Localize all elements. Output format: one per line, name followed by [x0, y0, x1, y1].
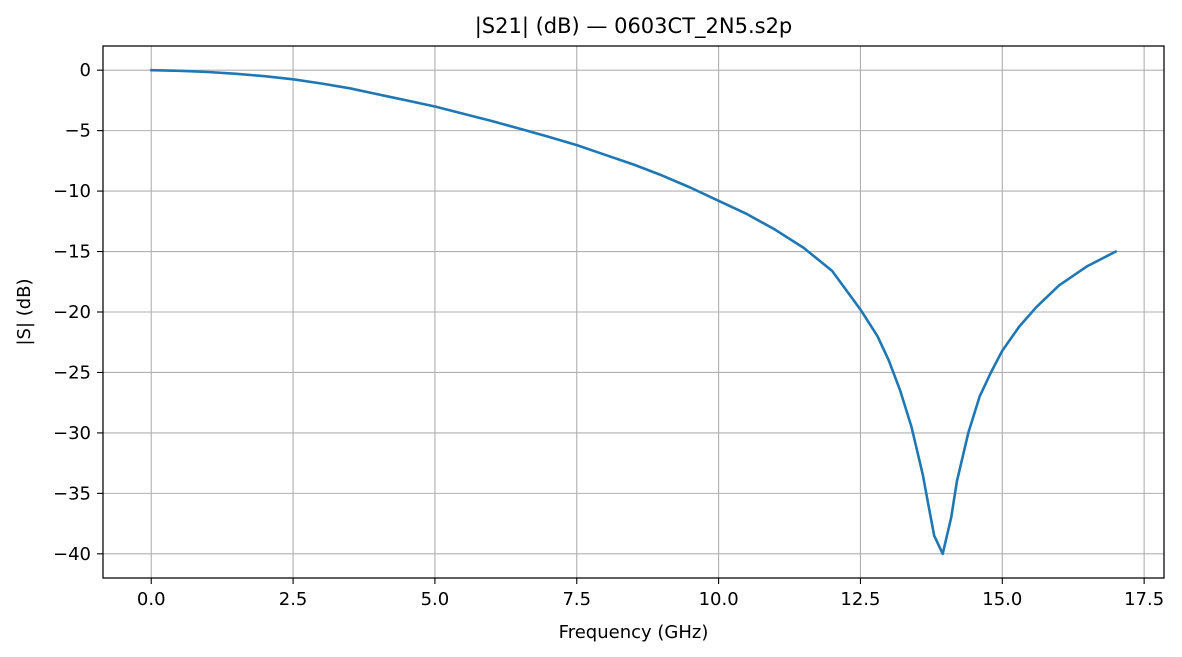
- y-tick-label: −25: [53, 362, 91, 383]
- y-axis-label: |S| (dB): [14, 278, 35, 345]
- x-tick-label: 0.0: [137, 589, 166, 610]
- y-tick-label: −5: [64, 121, 91, 142]
- y-tick-label: −20: [53, 302, 91, 323]
- x-tick-label: 10.0: [699, 589, 739, 610]
- x-tick-label: 17.5: [1124, 589, 1164, 610]
- y-tick-label: −30: [53, 423, 91, 444]
- x-tick-label: 12.5: [840, 589, 880, 610]
- y-tick-label: 0: [80, 60, 91, 81]
- x-tick-label: 2.5: [279, 589, 308, 610]
- y-tick-label: −40: [53, 544, 91, 565]
- y-tick-label: −15: [53, 242, 91, 263]
- x-axis-label: Frequency (GHz): [559, 622, 709, 643]
- y-tick-label: −10: [53, 181, 91, 202]
- y-tick-label: −35: [53, 483, 91, 504]
- chart-title: |S21| (dB) — 0603CT_2N5.s2p: [475, 14, 793, 39]
- x-tick-label: 5.0: [421, 589, 450, 610]
- x-tick-label: 7.5: [562, 589, 591, 610]
- x-tick-label: 15.0: [982, 589, 1022, 610]
